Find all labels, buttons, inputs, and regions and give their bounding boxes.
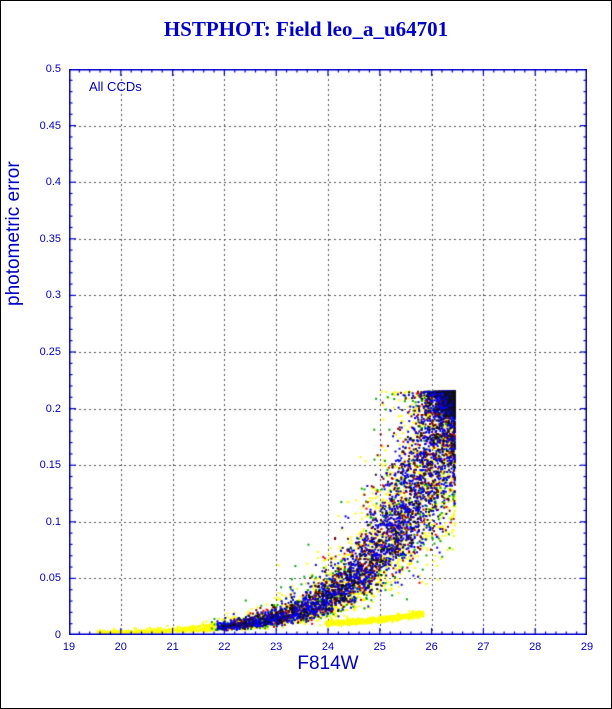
y-tick-label: 0.45 (39, 119, 61, 132)
y-tick-label: 0.2 (45, 402, 61, 415)
x-tick-label: 27 (477, 641, 490, 653)
x-tick-label: 20 (114, 641, 127, 653)
x-tick-label: 29 (580, 641, 594, 653)
x-tick-label: 28 (529, 641, 542, 653)
x-tick-label: 22 (218, 641, 231, 653)
y-tick-label: 0.3 (45, 289, 61, 302)
y-tick-label: 0.25 (39, 346, 61, 358)
y-tick-label: 0.5 (45, 63, 61, 75)
all-ccds-annotation: All CCDs (89, 79, 142, 94)
x-tick-label: 25 (373, 641, 386, 653)
y-tick-label: 0 (54, 629, 61, 641)
chart-title: HSTPHOT: Field leo_a_u64701 (163, 17, 449, 41)
y-tick-label: 0.1 (45, 515, 61, 528)
x-tick-label: 24 (321, 641, 335, 653)
x-tick-label: 26 (425, 641, 438, 653)
x-axis-label: F814W (297, 653, 359, 674)
x-tick-label: 19 (62, 641, 76, 653)
y-tick-label: 0.4 (45, 176, 61, 189)
x-tick-label: 23 (270, 641, 283, 653)
scatter-plot-canvas (69, 69, 587, 635)
y-tick-label: 0.05 (39, 572, 61, 585)
y-tick-label: 0.35 (39, 232, 61, 245)
x-tick-label: 21 (166, 641, 179, 653)
y-tick-label: 0.15 (39, 459, 61, 472)
